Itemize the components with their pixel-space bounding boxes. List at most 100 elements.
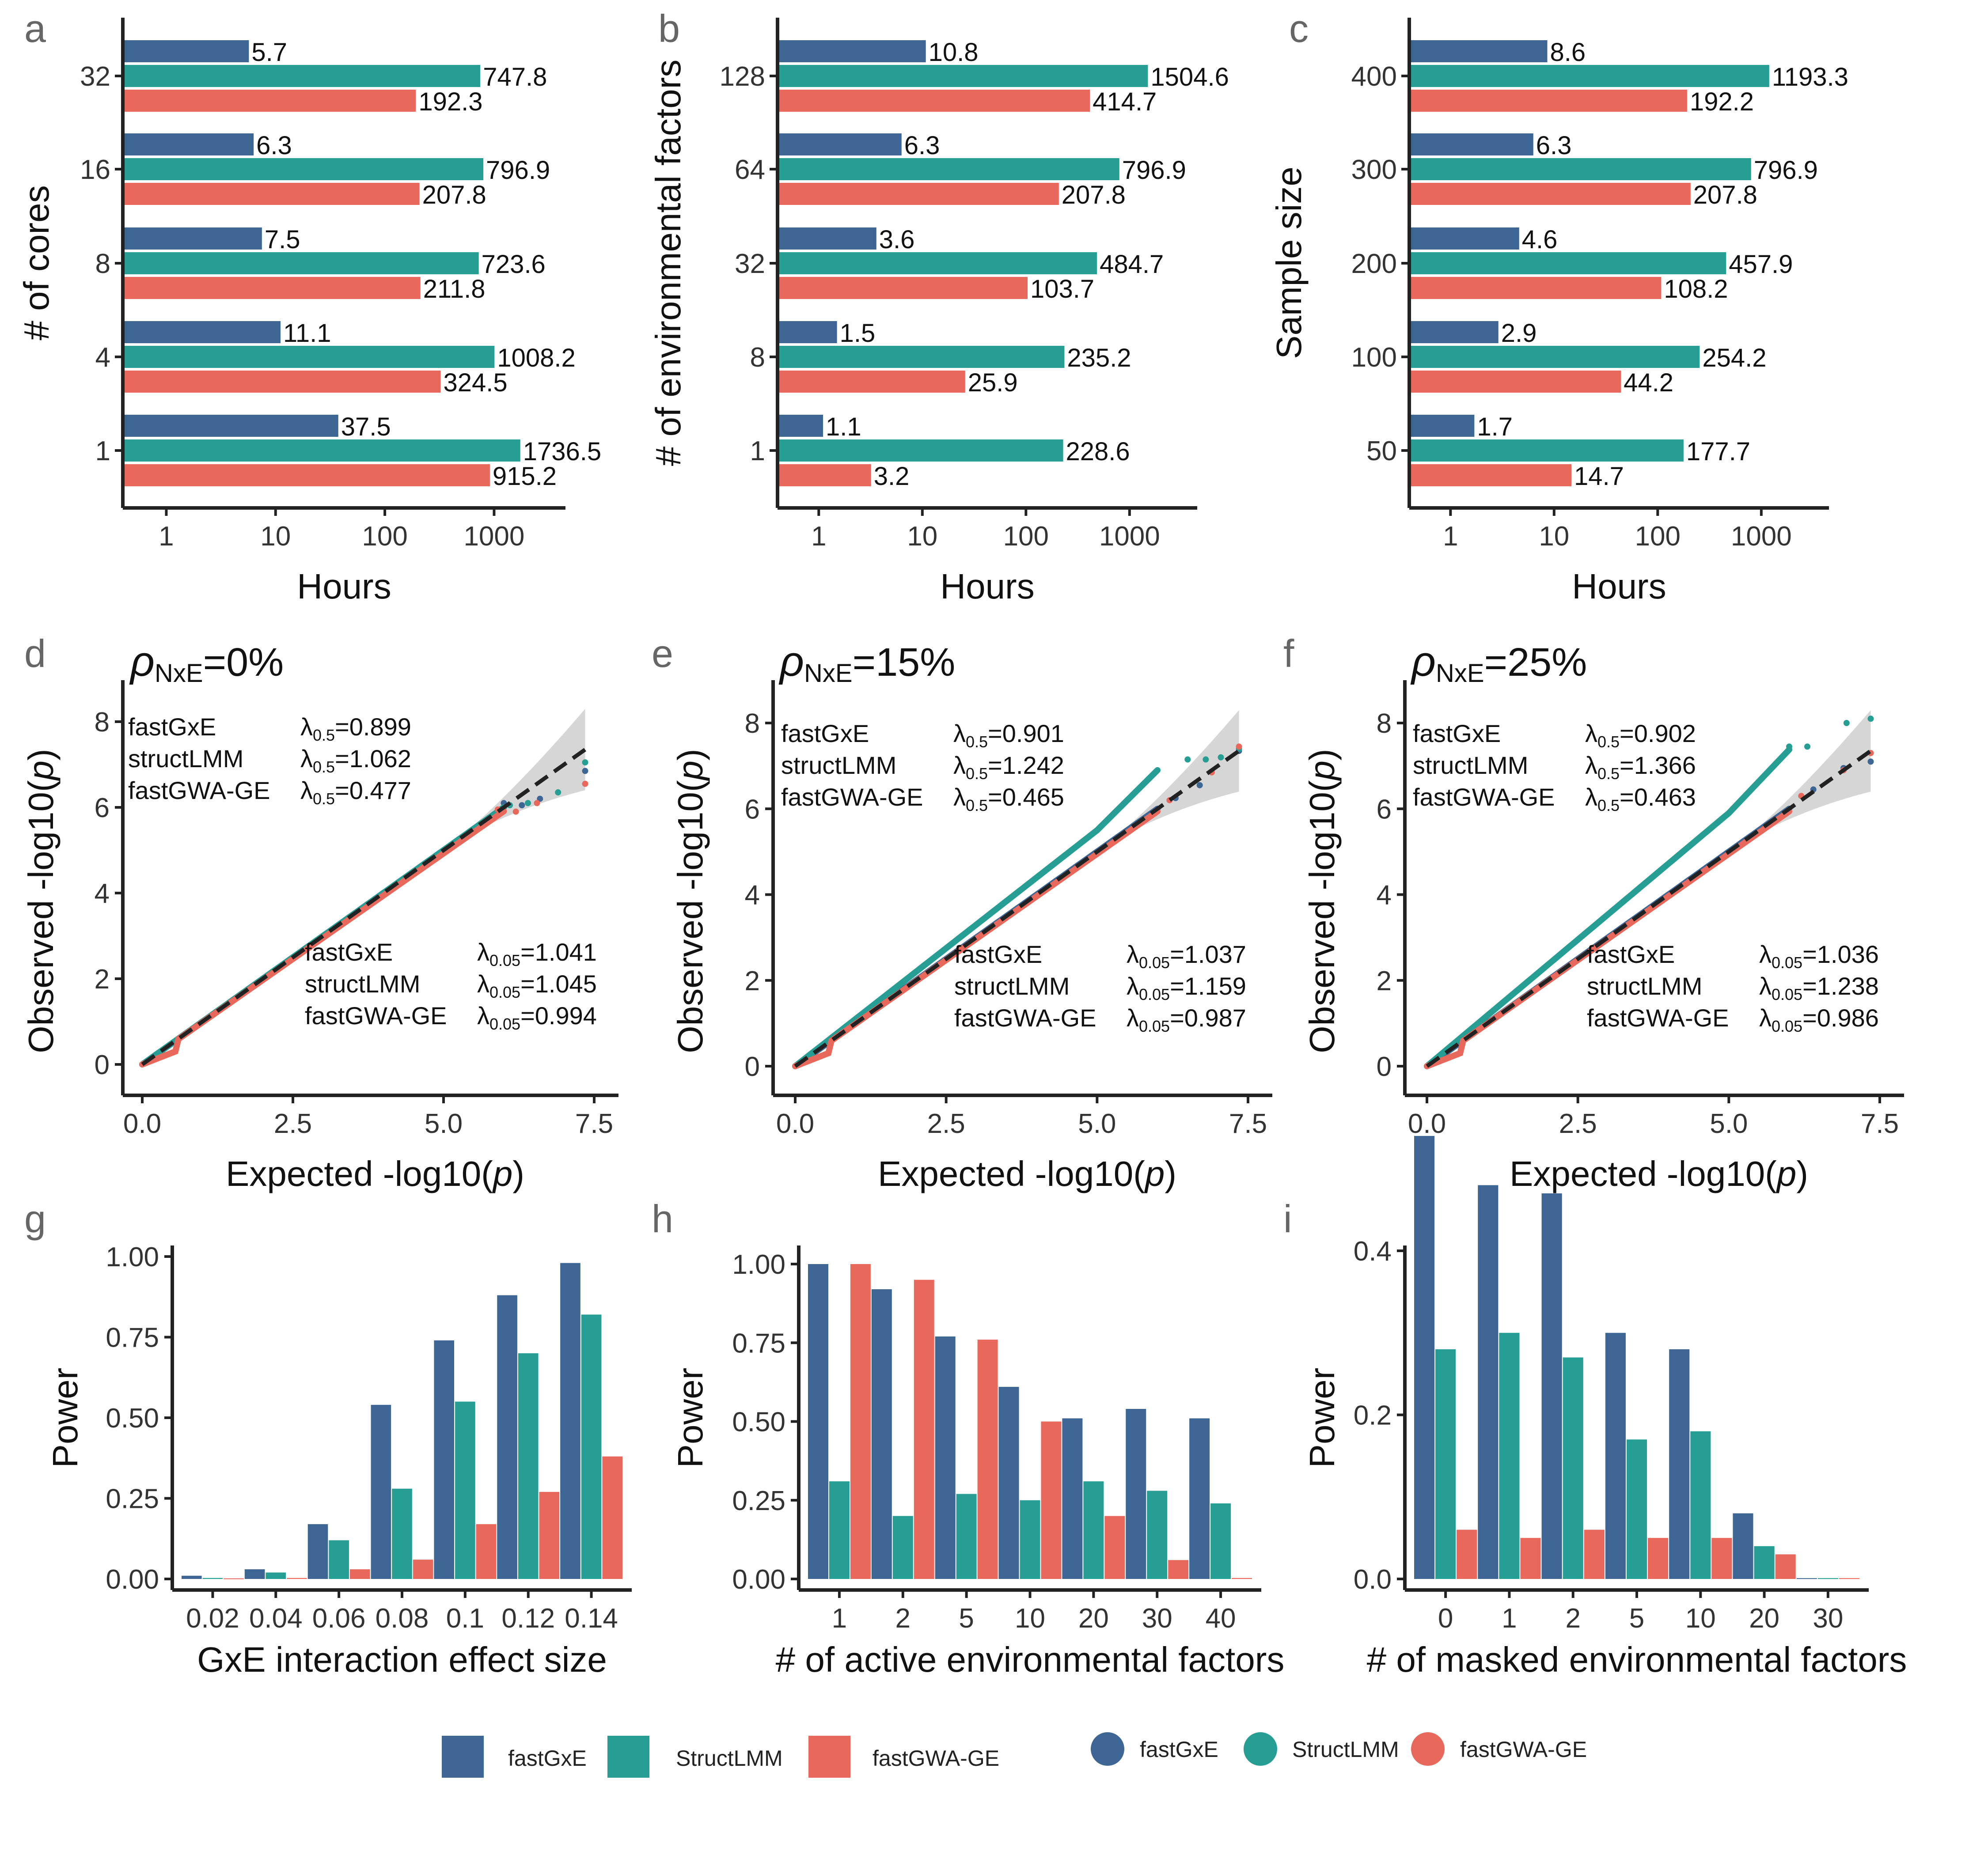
bar-g-StructLMM-0.12	[518, 1353, 539, 1579]
lambda-value: =1.036	[1802, 940, 1879, 968]
lambda-value: =0.465	[988, 783, 1064, 811]
lambda-text-e: λ0.5=0.465	[953, 783, 1064, 814]
bar-h-fastGWA-GE-1	[850, 1264, 871, 1579]
qq-point-f-fastGxE	[1867, 758, 1874, 765]
y-tick-label-h: 0.00	[732, 1564, 785, 1595]
rho-symbol: ρ	[1410, 638, 1436, 685]
bar-i-fastGWA-GE-5	[1648, 1538, 1669, 1579]
lambda-text-d: λ0.05=0.994	[477, 1002, 597, 1033]
x-tick-label-d: 7.5	[575, 1109, 613, 1139]
qq-point-d-StructLMM	[524, 800, 531, 806]
lambda-text-f: λ0.05=1.036	[1759, 940, 1879, 972]
lambda-subscript: 0.05	[489, 1015, 520, 1033]
y-tick-label-b: 1	[750, 436, 765, 466]
bar-i-fastGWA-GE-20	[1775, 1554, 1796, 1579]
lambda-method-f: fastGWA-GE	[1587, 1004, 1729, 1032]
y-tick-label-g: 0.25	[106, 1484, 159, 1514]
qq-point-e-StructLMM	[1184, 756, 1191, 763]
x-tick-label-f: 0.0	[1408, 1109, 1446, 1139]
lambda-subscript: 0.5	[313, 726, 335, 744]
lambda-method-e: fastGxE	[954, 940, 1042, 968]
lambda-method-d: fastGxE	[128, 713, 216, 741]
lambda-symbol: λ	[477, 970, 489, 998]
lambda-subscript: 0.05	[1772, 954, 1802, 972]
bar-a-fastGWA-GE-8	[123, 277, 421, 299]
x-axis-title-a: Hours	[297, 567, 391, 606]
bar-b-fastGWA-GE-32	[778, 277, 1028, 299]
confidence-band-d	[444, 708, 585, 850]
qq-series-e-StructLMM	[792, 767, 1161, 1069]
panel-label-h: h	[652, 1197, 673, 1241]
y-tick-label-i: 0.0	[1354, 1564, 1392, 1595]
bar-a-fastGxE-8	[123, 227, 262, 250]
legend-point-fastGWA-GE	[1411, 1732, 1445, 1766]
bar-a-StructLMM-32	[123, 65, 481, 87]
x-tick-label-e: 7.5	[1229, 1109, 1267, 1139]
confidence-band-f	[1729, 710, 1871, 852]
lambda-value: =0.477	[335, 776, 411, 804]
bar-g-fastGWA-GE-0.04	[287, 1578, 307, 1579]
bar-a-fastGxE-32	[123, 40, 249, 62]
bar-a-fastGWA-GE-4	[123, 371, 441, 393]
bar-b-fastGxE-1	[778, 415, 823, 437]
bar-c-StructLMM-100	[1409, 346, 1700, 368]
bar-h-fastGxE-30	[1126, 1408, 1146, 1579]
y-tick-label-f: 8	[1377, 708, 1392, 739]
qq-title-e: ρNxE=15%	[778, 638, 955, 688]
bar-h-fastGxE-20	[1062, 1418, 1083, 1579]
bar-label-c: 796.9	[1754, 156, 1818, 185]
lambda-text-f: λ0.05=0.986	[1759, 1004, 1879, 1035]
y-tick-label-c: 400	[1351, 61, 1397, 92]
qq-point-e-fastGWA-GE	[1236, 743, 1242, 750]
bar-label-a: 324.5	[444, 368, 508, 397]
rho-subscript: NxE	[155, 659, 203, 688]
y-axis-title-d: Observed -log10(p)	[21, 749, 61, 1053]
y-title-text: Observed -log10(	[1302, 780, 1342, 1053]
bar-label-b: 3.2	[874, 462, 910, 491]
lambda-text-d: λ0.05=1.045	[477, 970, 597, 1001]
qq-point-f-StructLMM	[1786, 743, 1792, 750]
lambda-method-e: fastGxE	[781, 719, 869, 747]
lambda-symbol: λ	[1759, 1004, 1772, 1032]
y-axis-title-b: # of environmental factors	[649, 60, 688, 466]
bar-g-StructLMM-0.06	[329, 1540, 349, 1579]
bar-label-c: 4.6	[1522, 225, 1558, 254]
y-tick-label-b: 64	[735, 155, 765, 185]
y-tick-label-h: 1.00	[732, 1249, 785, 1280]
x-title-end: )	[1796, 1154, 1808, 1193]
y-axis-title-g: Power	[46, 1368, 85, 1468]
bar-b-fastGWA-GE-1	[778, 464, 871, 486]
bar-label-a: 11.1	[283, 319, 331, 348]
x-axis-title-i: # of masked environmental factors	[1367, 1640, 1907, 1679]
x-tick-label-g: 0.12	[501, 1603, 555, 1634]
bar-a-fastGxE-16	[123, 133, 254, 155]
x-tick-label-f: 5.0	[1710, 1109, 1748, 1139]
lambda-value: =1.045	[520, 970, 597, 998]
bar-g-StructLMM-0.08	[392, 1488, 412, 1579]
y-tick-label-b: 32	[735, 249, 765, 279]
qq-point-f-StructLMM	[1843, 720, 1850, 726]
panel-label-c: c	[1289, 7, 1309, 50]
bar-g-fastGxE-0.08	[371, 1404, 391, 1579]
bar-label-a: 5.7	[251, 38, 287, 67]
y-tick-label-g: 0.50	[106, 1403, 159, 1434]
x-tick-label-h: 10	[1015, 1603, 1045, 1634]
x-tick-label-c: 100	[1635, 521, 1681, 552]
lambda-method-d: structLMM	[128, 745, 243, 772]
bar-g-fastGxE-0.02	[182, 1575, 202, 1579]
x-tick-label-e: 2.5	[927, 1109, 965, 1139]
y-tick-label-d: 4	[95, 878, 110, 909]
lambda-value: =1.037	[1170, 940, 1246, 968]
rho-value: =0%	[203, 640, 284, 685]
lambda-method-f: fastGWA-GE	[1413, 783, 1555, 811]
x-title-p: p	[492, 1154, 513, 1193]
bar-a-fastGWA-GE-16	[123, 183, 420, 205]
bar-label-a: 747.8	[483, 63, 547, 91]
lambda-subscript: 0.5	[313, 758, 335, 776]
bar-c-fastGWA-GE-200	[1409, 277, 1662, 299]
y-axis-title-c: Sample size	[1269, 167, 1309, 359]
x-tick-label-h: 5	[959, 1603, 974, 1634]
lambda-subscript: 0.5	[1597, 796, 1620, 814]
bar-h-StructLMM-30	[1147, 1491, 1168, 1579]
lambda-text-d: λ0.5=1.062	[300, 745, 411, 776]
